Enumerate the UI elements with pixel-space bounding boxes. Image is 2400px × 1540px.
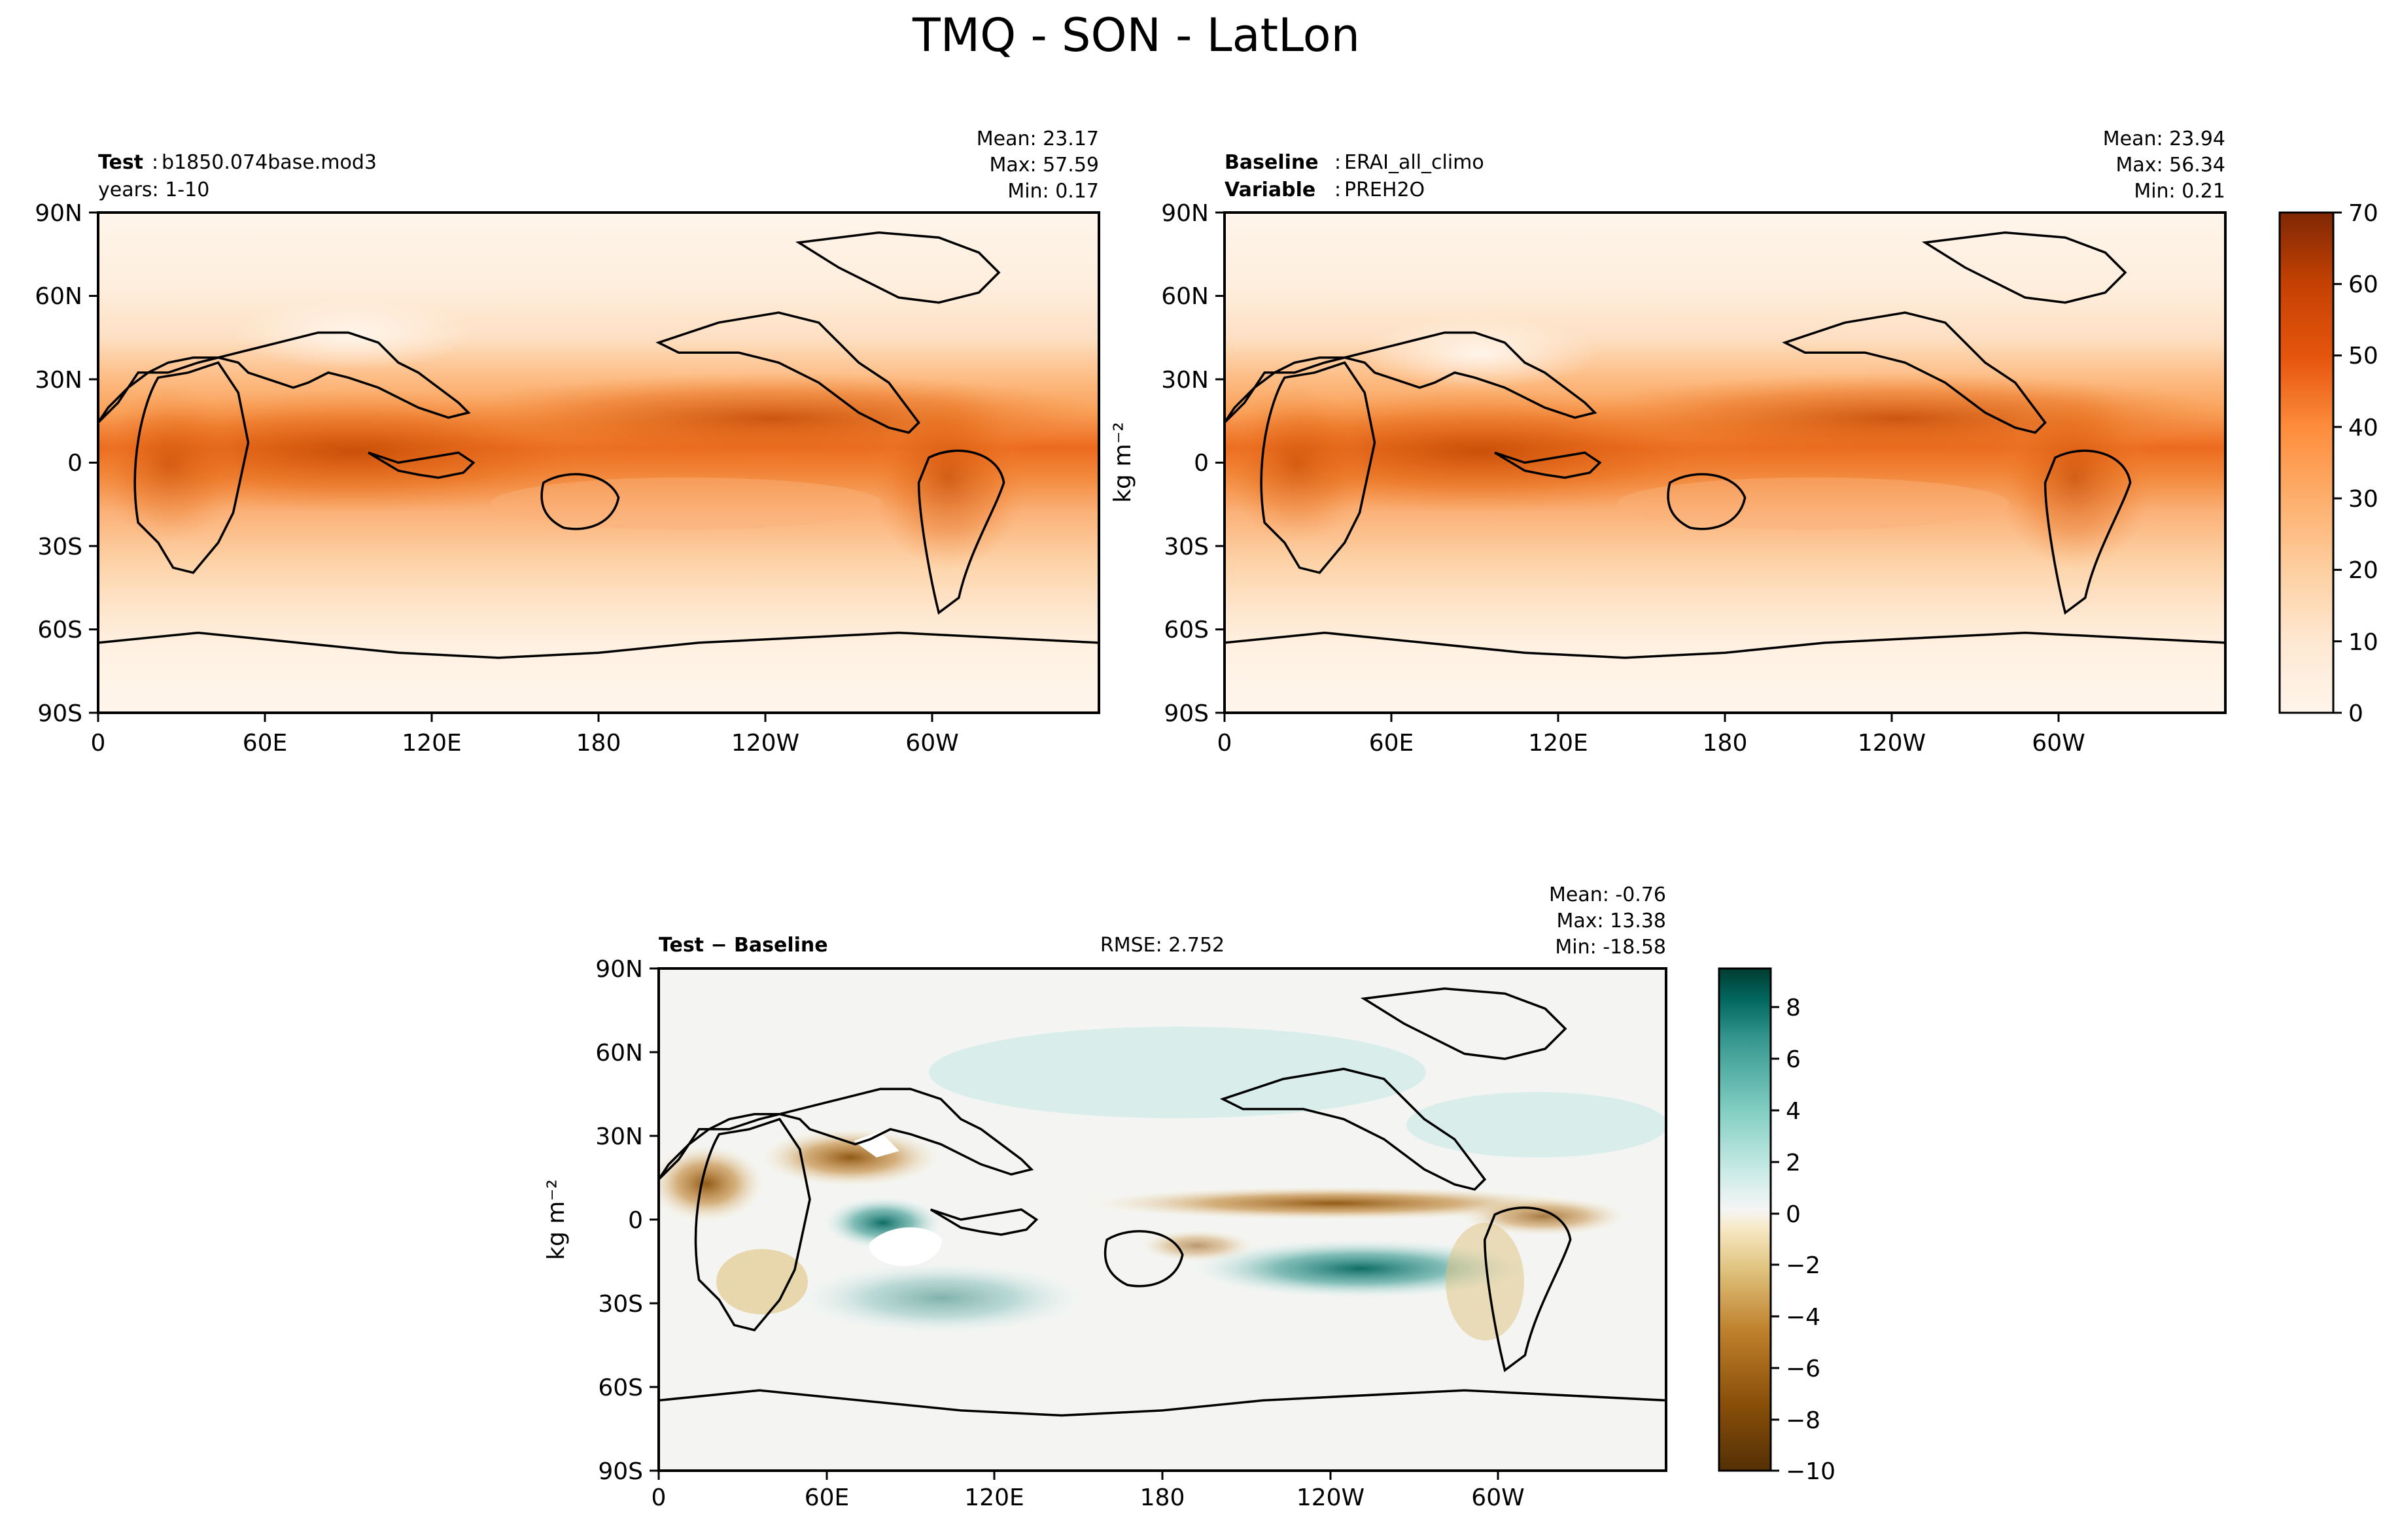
- panel-baseline-xtick: 60W: [2032, 730, 2085, 757]
- colorbar-diff-tick: −10: [1786, 1458, 1835, 1485]
- panel-baseline-colon: :: [1334, 151, 1341, 174]
- colorbar-diff-tick: 4: [1786, 1098, 1801, 1125]
- panel-baseline: Baseline : ERAI_all_climo Variable : PRE…: [1161, 128, 2227, 757]
- panel-difference-xaxis: 0 60E 120E 180 120W 60W: [652, 1471, 1525, 1511]
- panel-test-header-case: b1850.074base.mod3: [162, 151, 377, 174]
- colorbar-absolute-tick: 40: [2348, 415, 2378, 441]
- panel-difference-ytick: 30N: [595, 1123, 643, 1150]
- panel-test-xaxis: 0 60E 120E 180 120W 60W: [91, 713, 959, 757]
- panel-baseline-variable-bold: Variable: [1225, 179, 1315, 201]
- colorbar-diff-tick: 8: [1786, 995, 1801, 1021]
- colorbar-absolute-tick: 50: [2348, 343, 2378, 369]
- panel-test: Test : b1850.074base.mod3 years: 1-10 Me…: [35, 128, 1100, 757]
- figure-title: TMQ - SON - LatLon: [912, 9, 1360, 62]
- panel-difference-ytick: 30S: [598, 1291, 643, 1318]
- panel-difference-header-bold: Test − Baseline: [659, 934, 828, 957]
- panel-baseline-colon2: :: [1334, 179, 1341, 201]
- colorbar-absolute-tick: 70: [2348, 200, 2378, 227]
- colorbar-absolute-tick: 10: [2348, 629, 2378, 656]
- panel-baseline-yaxis: 90N 60N 30N 0 30S 60S 90S: [1161, 200, 1225, 727]
- panel-baseline-header-bold: Baseline: [1225, 151, 1319, 174]
- panel-baseline-header-case: ERAI_all_climo: [1344, 151, 1484, 174]
- panel-test-ytick: 90S: [37, 700, 82, 727]
- panel-test-colon: :: [152, 151, 158, 174]
- panel-difference-ytick: 60S: [598, 1375, 643, 1401]
- panel-difference-xtick: 180: [1140, 1484, 1185, 1511]
- colorbar-diff-tick: −8: [1786, 1407, 1820, 1434]
- panel-baseline-ytick: 90N: [1161, 200, 1209, 227]
- panel-difference-ylabel: kg m⁻²: [543, 1179, 570, 1260]
- colorbar-diff-tick: 6: [1786, 1046, 1801, 1073]
- panel-difference-rmse: RMSE: 2.752: [1100, 934, 1225, 957]
- panel-difference-xtick: 120E: [964, 1484, 1024, 1511]
- panel-difference-xtick: 60W: [1471, 1484, 1524, 1511]
- panel-test-ytick: 0: [67, 450, 82, 477]
- panel-difference-field: [659, 968, 1666, 1471]
- colorbar-absolute-tick: 60: [2348, 271, 2378, 298]
- colorbar-absolute-tick: 0: [2348, 700, 2363, 727]
- panel-difference: Test − Baseline RMSE: 2.752 Mean: -0.76 …: [543, 883, 1667, 1511]
- panel-test-header-bold: Test: [98, 151, 143, 174]
- panel-difference-ytick: 60N: [595, 1040, 643, 1067]
- panel-baseline-field: [1225, 213, 2225, 713]
- panel-baseline-xtick: 0: [1217, 730, 1232, 757]
- colorbar-diff-tick: 2: [1786, 1150, 1801, 1176]
- panel-test-ytick: 30S: [37, 534, 82, 560]
- panel-difference-stat-min: Min: -18.58: [1555, 936, 1666, 959]
- panel-difference-stat-max: Max: 13.38: [1556, 910, 1666, 933]
- panel-baseline-xtick: 60E: [1369, 730, 1414, 757]
- panel-difference-xtick: 120W: [1296, 1484, 1365, 1511]
- panel-test-xtick: 60W: [905, 730, 958, 757]
- panel-test-xtick: 180: [576, 730, 621, 757]
- colorbar-absolute-label: kg m⁻²: [1109, 422, 1136, 503]
- panel-baseline-ytick: 30N: [1161, 367, 1209, 394]
- panel-difference-ytick: 90S: [598, 1458, 643, 1485]
- panel-baseline-stat-mean: Mean: 23.94: [2103, 128, 2225, 150]
- panel-baseline-stat-max: Max: 56.34: [2115, 154, 2225, 177]
- panel-baseline-ytick: 60N: [1161, 283, 1209, 310]
- colorbar-diff-tick: −6: [1786, 1356, 1820, 1382]
- panel-baseline-ytick: 90S: [1164, 700, 1209, 727]
- colorbar-diff-tick: −4: [1786, 1304, 1820, 1331]
- panel-baseline-xaxis: 0 60E 120E 180 120W 60W: [1217, 713, 2085, 757]
- colorbar-absolute: 0 10 20 30 40 50 60 70 kg m⁻²: [1109, 200, 2378, 727]
- panel-difference-xtick: 0: [652, 1484, 667, 1511]
- panel-difference-ytick: 90N: [595, 956, 643, 983]
- panel-test-ytick: 30N: [35, 367, 82, 394]
- panel-test-xtick: 120E: [402, 730, 461, 757]
- panel-baseline-xtick: 120W: [1858, 730, 1926, 757]
- colorbar-absolute-tick: 20: [2348, 557, 2378, 584]
- panel-difference-stat-mean: Mean: -0.76: [1549, 883, 1666, 906]
- panel-baseline-ytick: 30S: [1164, 534, 1209, 560]
- panel-baseline-ytick: 0: [1194, 450, 1209, 477]
- panel-test-xtick: 0: [91, 730, 106, 757]
- panel-test-xtick: 60E: [243, 730, 288, 757]
- panel-baseline-variable: PREH2O: [1344, 179, 1425, 201]
- colorbar-diff-tick: 0: [1786, 1201, 1801, 1228]
- panel-test-stat-max: Max: 57.59: [989, 154, 1099, 177]
- panel-difference-ytick: 0: [628, 1207, 643, 1234]
- panel-baseline-stat-min: Min: 0.21: [2134, 180, 2225, 203]
- panel-test-ytick: 60S: [37, 617, 82, 643]
- colorbar-diff-tick: −2: [1786, 1252, 1820, 1279]
- panel-test-stat-min: Min: 0.17: [1007, 180, 1099, 203]
- panel-test-yaxis: 90N 60N 30N 0 30S 60S 90S: [35, 200, 98, 727]
- panel-difference-xtick: 60E: [805, 1484, 850, 1511]
- panel-test-xtick: 120W: [731, 730, 799, 757]
- panel-baseline-xtick: 180: [1703, 730, 1748, 757]
- panel-test-header-years: years: 1-10: [98, 179, 209, 201]
- panel-baseline-ytick: 60S: [1164, 617, 1209, 643]
- panel-test-stat-mean: Mean: 23.17: [977, 128, 1099, 150]
- panel-test-field: [98, 213, 1099, 713]
- panel-test-ytick: 90N: [35, 200, 82, 227]
- panel-test-ytick: 60N: [35, 283, 82, 310]
- panel-difference-yaxis: 90N 60N 30N 0 30S 60S 90S: [595, 956, 659, 1485]
- colorbar-diff: 8 6 4 2 0 −2 −4 −6 −8 −10: [1718, 967, 1835, 1485]
- colorbar-absolute-tick: 30: [2348, 486, 2378, 513]
- panel-baseline-xtick: 120E: [1528, 730, 1588, 757]
